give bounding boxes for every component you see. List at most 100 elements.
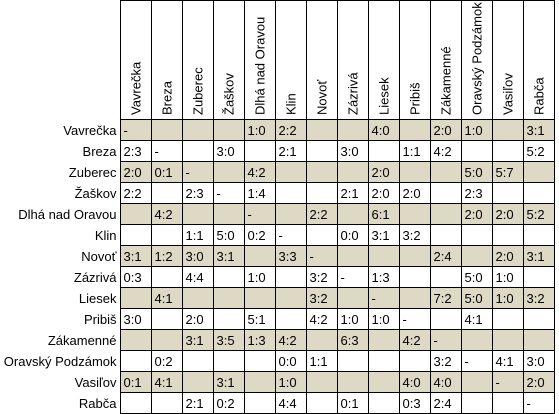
row-header: Pribiš [83,311,117,327]
score-cell [150,182,183,204]
score-cell: 4:2 [243,161,276,183]
row-header: Dlhá nad Oravou [18,206,117,222]
column-header: Zuberec [181,0,214,120]
score-cell: 2:2 [305,203,338,225]
score-cell [367,329,400,351]
score-cell [336,245,369,267]
score-cell [398,119,431,141]
score-cell: - [460,350,493,372]
score-cell: 1:3 [367,266,400,288]
table-row: Rabča 2:1 0:2 4:4 0:1 0:3 2:4 - [0,392,555,414]
score-cell: - [212,182,245,204]
score-cell: 1:1 [181,224,214,246]
score-cell: 4:1 [460,308,493,330]
score-cell: 3:0 [336,140,369,162]
score-cell: 1:2 [150,245,183,267]
score-cell [274,182,307,204]
score-cell [274,203,307,225]
score-cell: 0:2 [243,224,276,246]
score-cell: 4:1 [150,371,183,393]
header-row: Vavrečka Breza Zuberec Žaškov Dlhá nad Oravo… [0,0,555,120]
score-cell: 3:0 [119,308,152,330]
column-header: Pribiš [398,0,431,120]
score-cell: 2:4 [429,245,462,267]
column-header-label: Zázrivá [345,72,360,115]
score-cell [305,224,338,246]
score-cell [460,329,493,351]
score-cell: 2:2 [119,182,152,204]
score-cell [429,308,462,330]
row-header: Klin [94,227,117,243]
column-header-label: Rabča [531,77,546,115]
score-cell [367,371,400,393]
score-cell [491,224,524,246]
score-cell: - [274,224,307,246]
column-header: Breza [150,0,183,120]
score-cell: 3:1 [212,245,245,267]
table-row: Zákamenné 3:1 3:5 1:3 4:2 6:3 4:2- [0,329,555,351]
score-cell [274,161,307,183]
score-cell [367,140,400,162]
score-cell: 4:4 [274,392,307,414]
score-cell: 3:1 [212,371,245,393]
score-cell [212,308,245,330]
score-cell [460,371,493,393]
score-cell: 4:1 [150,287,183,309]
score-cell: 2:3 [460,182,493,204]
score-cell [336,119,369,141]
score-cell: 3:2 [305,266,338,288]
score-cell [243,287,276,309]
score-cell [181,350,214,372]
score-cell: 1:0 [491,266,524,288]
score-cell: 3:5 [212,329,245,351]
score-cell: 0:0 [274,350,307,372]
score-cell [367,245,400,267]
score-cell: 5:0 [212,224,245,246]
score-cell [491,140,524,162]
score-cell: 0:3 [119,266,152,288]
score-cell: 0:0 [336,224,369,246]
column-header-label: Zuberec [190,67,205,115]
score-cell: 3:1 [367,224,400,246]
score-cell [181,203,214,225]
score-cell [150,392,183,414]
score-cell: 3:3 [274,245,307,267]
score-cell: - [429,329,462,351]
score-cell [305,140,338,162]
table-row: Novoť 3:1 1:2 3:0 3:1 3:3-2:4 2:0 3:1 [0,245,555,267]
score-cell [491,392,524,414]
score-cell [181,287,214,309]
column-header: Liesek [367,0,400,120]
score-cell [522,266,555,288]
score-cell [367,350,400,372]
score-cell [305,371,338,393]
column-header: Zákamenné [429,0,462,120]
score-cell [243,140,276,162]
score-cell: 2:1 [336,182,369,204]
score-cell [212,350,245,372]
score-cell: 4:0 [367,119,400,141]
score-cell [491,308,524,330]
score-cell [243,245,276,267]
table-row: Vasiľov 0:1 4:1 3:1 1:0 4:0 4:0 -2:0 [0,371,555,393]
score-cell [305,119,338,141]
score-cell [150,224,183,246]
score-cell [429,161,462,183]
score-cell: 2:1 [181,392,214,414]
column-header-label: Pribiš [407,82,422,115]
score-cell: 3:1 [181,329,214,351]
score-cell [243,371,276,393]
score-cell [119,224,152,246]
score-cell [243,350,276,372]
score-cell [336,350,369,372]
column-header: Zázrivá [336,0,369,120]
score-cell: 2:4 [429,392,462,414]
column-header: Rabča [522,0,555,120]
score-cell: 0:2 [150,350,183,372]
score-cell: 1:0 [274,371,307,393]
table-row: Liesek 4:1 3:2-7:2 5:0 1:0 3:2 [0,287,555,309]
row-header: Rabča [78,395,117,411]
score-cell [336,371,369,393]
column-header-label: Dlhá nad Oravou [252,16,267,115]
score-cell [398,245,431,267]
